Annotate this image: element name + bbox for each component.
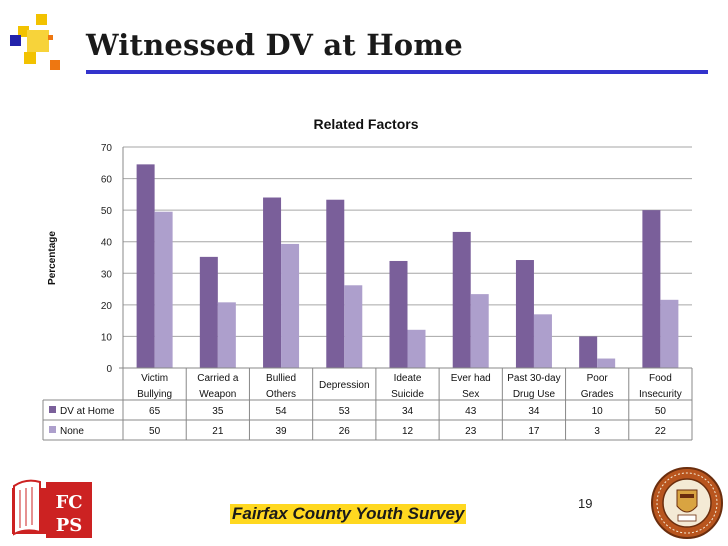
data-value-label: 23 [465, 426, 477, 437]
data-value-label: 65 [149, 406, 161, 417]
bar-none [281, 243, 300, 368]
x-category-label: Weapon [199, 389, 236, 400]
decorative-square [36, 14, 47, 25]
y-tick-label: 20 [101, 301, 113, 312]
x-category-label: Insecurity [639, 389, 682, 400]
bar-dv-at-home [515, 260, 534, 368]
data-value-label: 53 [339, 406, 351, 417]
x-category-label: Sex [462, 389, 479, 400]
x-category-label: Carried a [197, 373, 239, 384]
data-value-label: 12 [402, 426, 414, 437]
bar-dv-at-home [389, 260, 408, 368]
bar-none [217, 302, 236, 368]
legend-entry: DV at Home [60, 406, 115, 417]
data-value-label: 21 [212, 426, 224, 437]
bar-none [597, 358, 616, 368]
data-value-label: 39 [275, 426, 287, 437]
data-value-label: 26 [339, 426, 351, 437]
bar-none [344, 285, 363, 368]
bar-dv-at-home [199, 256, 218, 368]
chart-title: Related Factors [313, 116, 418, 132]
x-category-label: Others [266, 389, 296, 400]
decorative-square [27, 30, 49, 52]
data-value-label: 43 [465, 406, 477, 417]
data-value-label: 22 [655, 426, 667, 437]
x-category-label: Suicide [391, 389, 424, 400]
bar-dv-at-home [136, 164, 155, 368]
y-tick-label: 50 [101, 206, 113, 217]
svg-text:FC: FC [55, 492, 82, 513]
bars [136, 164, 679, 368]
data-value-label: 10 [592, 406, 604, 417]
x-category-label: Depression [319, 380, 370, 391]
legend-swatch [49, 406, 56, 413]
y-axis-label: Percentage [47, 231, 58, 285]
data-value-label: 50 [655, 406, 667, 417]
svg-text:PS: PS [56, 515, 83, 536]
title-underline [86, 70, 708, 74]
y-tick-label: 0 [106, 364, 112, 375]
y-tick-label: 10 [101, 332, 113, 343]
slide-title: Witnessed DV at Home [86, 28, 463, 62]
bar-dv-at-home [263, 197, 282, 368]
data-value-label: 34 [528, 406, 540, 417]
legend-swatch [49, 426, 56, 433]
slide-footer: Fairfax County Youth Survey [230, 504, 467, 524]
x-category-label: Victim [141, 373, 168, 384]
decorative-square [24, 52, 36, 64]
x-category-label: Ideate [394, 373, 422, 384]
x-category-label: Grades [581, 389, 614, 400]
y-tick-label: 60 [101, 175, 113, 186]
decorative-square [50, 60, 60, 70]
county-seal [651, 467, 723, 539]
x-category-label: Poor [587, 373, 609, 384]
bar-none [533, 314, 552, 368]
data-value-label: 34 [402, 406, 414, 417]
decorative-square [10, 35, 21, 46]
bar-dv-at-home [452, 231, 471, 368]
data-value-label: 35 [212, 406, 224, 417]
y-tick-label: 30 [101, 269, 113, 280]
x-category-label: Past 30-day [507, 373, 560, 384]
data-value-label: 50 [149, 426, 161, 437]
fcps-logo: FC PS [12, 479, 92, 538]
x-category-label: Bullied [266, 373, 296, 384]
bar-none [660, 299, 679, 368]
y-tick-label: 40 [101, 238, 113, 249]
bar-dv-at-home [579, 336, 598, 368]
legend-entry: None [60, 426, 84, 437]
y-tick-label: 70 [101, 143, 113, 154]
bar-none [154, 211, 173, 368]
bar-none [407, 329, 426, 368]
data-value-label: 17 [528, 426, 540, 437]
bar-none [470, 294, 489, 368]
bar-dv-at-home [326, 199, 345, 368]
page-number: 19 [578, 496, 593, 511]
x-category-label: Drug Use [513, 389, 556, 400]
data-value-label: 3 [594, 426, 600, 437]
data-value-label: 54 [275, 406, 287, 417]
x-category-label: Food [649, 373, 672, 384]
decorative-square [18, 26, 29, 37]
decorative-square [48, 35, 53, 40]
data-table: Victim Bullying Carried a Weapon Bullied Othe… [42, 367, 693, 441]
x-category-label: Ever had [451, 373, 491, 384]
x-category-label: Bullying [137, 389, 172, 400]
bar-dv-at-home [642, 210, 661, 368]
